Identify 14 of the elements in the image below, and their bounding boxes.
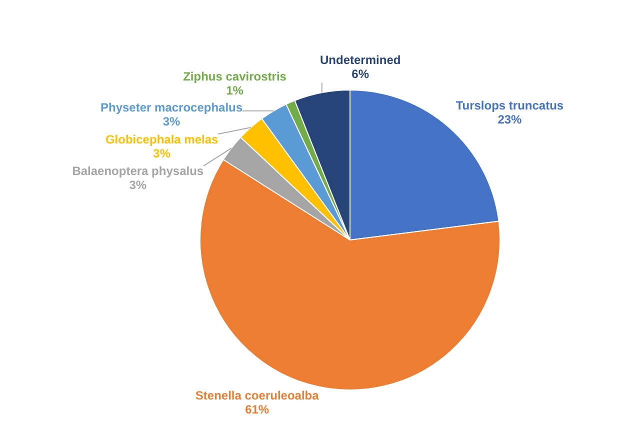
data-label: 3% <box>153 146 171 160</box>
slice-label: Stenella coeruleoalba <box>195 388 320 402</box>
data-label: 6% <box>352 67 370 82</box>
slice-label: Balaenoptera physalus <box>72 164 204 178</box>
slice-label: Ziphus cavirostris <box>183 69 287 84</box>
data-label: 3% <box>162 114 181 129</box>
slice-label: Physeter macrocephalus <box>100 100 243 115</box>
slice-label: Turslops truncatus <box>456 98 564 112</box>
data-label: 1% <box>226 83 244 98</box>
data-label: 61% <box>245 402 270 416</box>
slice-label: Globicephala melas <box>105 132 219 146</box>
data-label: 3% <box>129 178 147 192</box>
data-label: 23% <box>498 112 522 126</box>
slice-label: Undetermined <box>320 53 401 68</box>
